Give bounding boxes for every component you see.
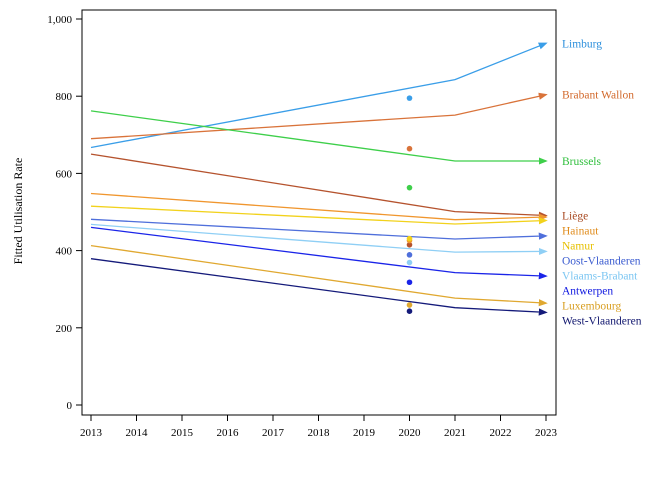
series-line-luxembourg	[90, 244, 548, 307]
series-line-brussels	[90, 110, 548, 165]
y-tick-label: 1,000	[47, 14, 72, 26]
y-axis: 0 200 400 600 800 1,000	[47, 14, 82, 412]
series-labels: Limburg Brabant Wallon Brussels Liège Hainau…	[562, 38, 642, 327]
series-label-luxembourg: Luxembourg	[562, 301, 621, 313]
x-tick-label: 2020	[399, 427, 422, 439]
series-line-limburg	[90, 42, 548, 149]
series-point-antwerpen	[406, 279, 413, 286]
y-tick-label: 200	[56, 323, 73, 335]
series-point-liege	[406, 242, 413, 248]
series-label-west-vlaanderen: West-Vlaanderen	[562, 316, 642, 328]
series-point-brabant-wallon	[406, 145, 413, 152]
series-label-brussels: Brussels	[562, 156, 602, 168]
series-point-west-vlaanderen	[406, 308, 413, 315]
series-lines	[90, 42, 548, 316]
x-tick-label: 2013	[80, 427, 103, 439]
series-label-hainaut: Hainaut	[562, 226, 599, 238]
series-points	[406, 95, 413, 315]
series-point-luxembourg	[406, 302, 413, 308]
x-tick-label: 2022	[490, 427, 512, 439]
series-label-liege: Liège	[562, 211, 588, 223]
y-tick-label: 600	[56, 168, 73, 180]
x-tick-label: 2016	[217, 427, 240, 439]
x-tick-label: 2017	[262, 427, 285, 439]
y-tick-label: 800	[56, 91, 73, 103]
x-tick-label: 2015	[171, 427, 194, 439]
x-tick-label: 2023	[535, 427, 558, 439]
x-tick-label: 2019	[353, 427, 376, 439]
series-line-vlaams-brabant	[90, 223, 548, 256]
series-point-brussels	[406, 184, 413, 191]
series-line-oost-vlaanderen	[90, 218, 548, 240]
y-axis-title: Fitted Utilisation Rate	[11, 158, 25, 265]
series-label-brabant-wallon: Brabant Wallon	[562, 90, 634, 102]
series-point-limburg	[406, 95, 413, 101]
series-line-hainaut	[90, 192, 548, 221]
x-tick-label: 2021	[444, 427, 466, 439]
series-line-liege	[90, 153, 548, 219]
series-label-limburg: Limburg	[562, 38, 602, 50]
y-tick-label: 400	[56, 246, 73, 258]
y-tick-label: 0	[67, 400, 73, 412]
series-line-antwerpen	[90, 226, 548, 280]
series-point-oost-vlaanderen	[406, 252, 413, 258]
series-point-vlaams-brabant	[406, 259, 413, 266]
series-point-namur	[406, 235, 413, 242]
x-tick-label: 2014	[126, 427, 149, 439]
series-label-antwerpen: Antwerpen	[562, 286, 613, 298]
series-line-namur	[90, 205, 548, 225]
x-axis: 2013 2014 2015 2016 2017 2018 2019 2020 2021 2022…	[80, 415, 558, 439]
series-label-vlaams-brabant: Vlaams-Brabant	[562, 271, 638, 283]
x-tick-label: 2018	[308, 427, 331, 439]
series-line-west-vlaanderen	[90, 258, 548, 316]
series-label-oost-vlaanderen: Oost-Vlaanderen	[562, 256, 641, 268]
series-line-brabant-wallon	[90, 92, 548, 140]
series-label-namur: Namur	[562, 241, 594, 253]
